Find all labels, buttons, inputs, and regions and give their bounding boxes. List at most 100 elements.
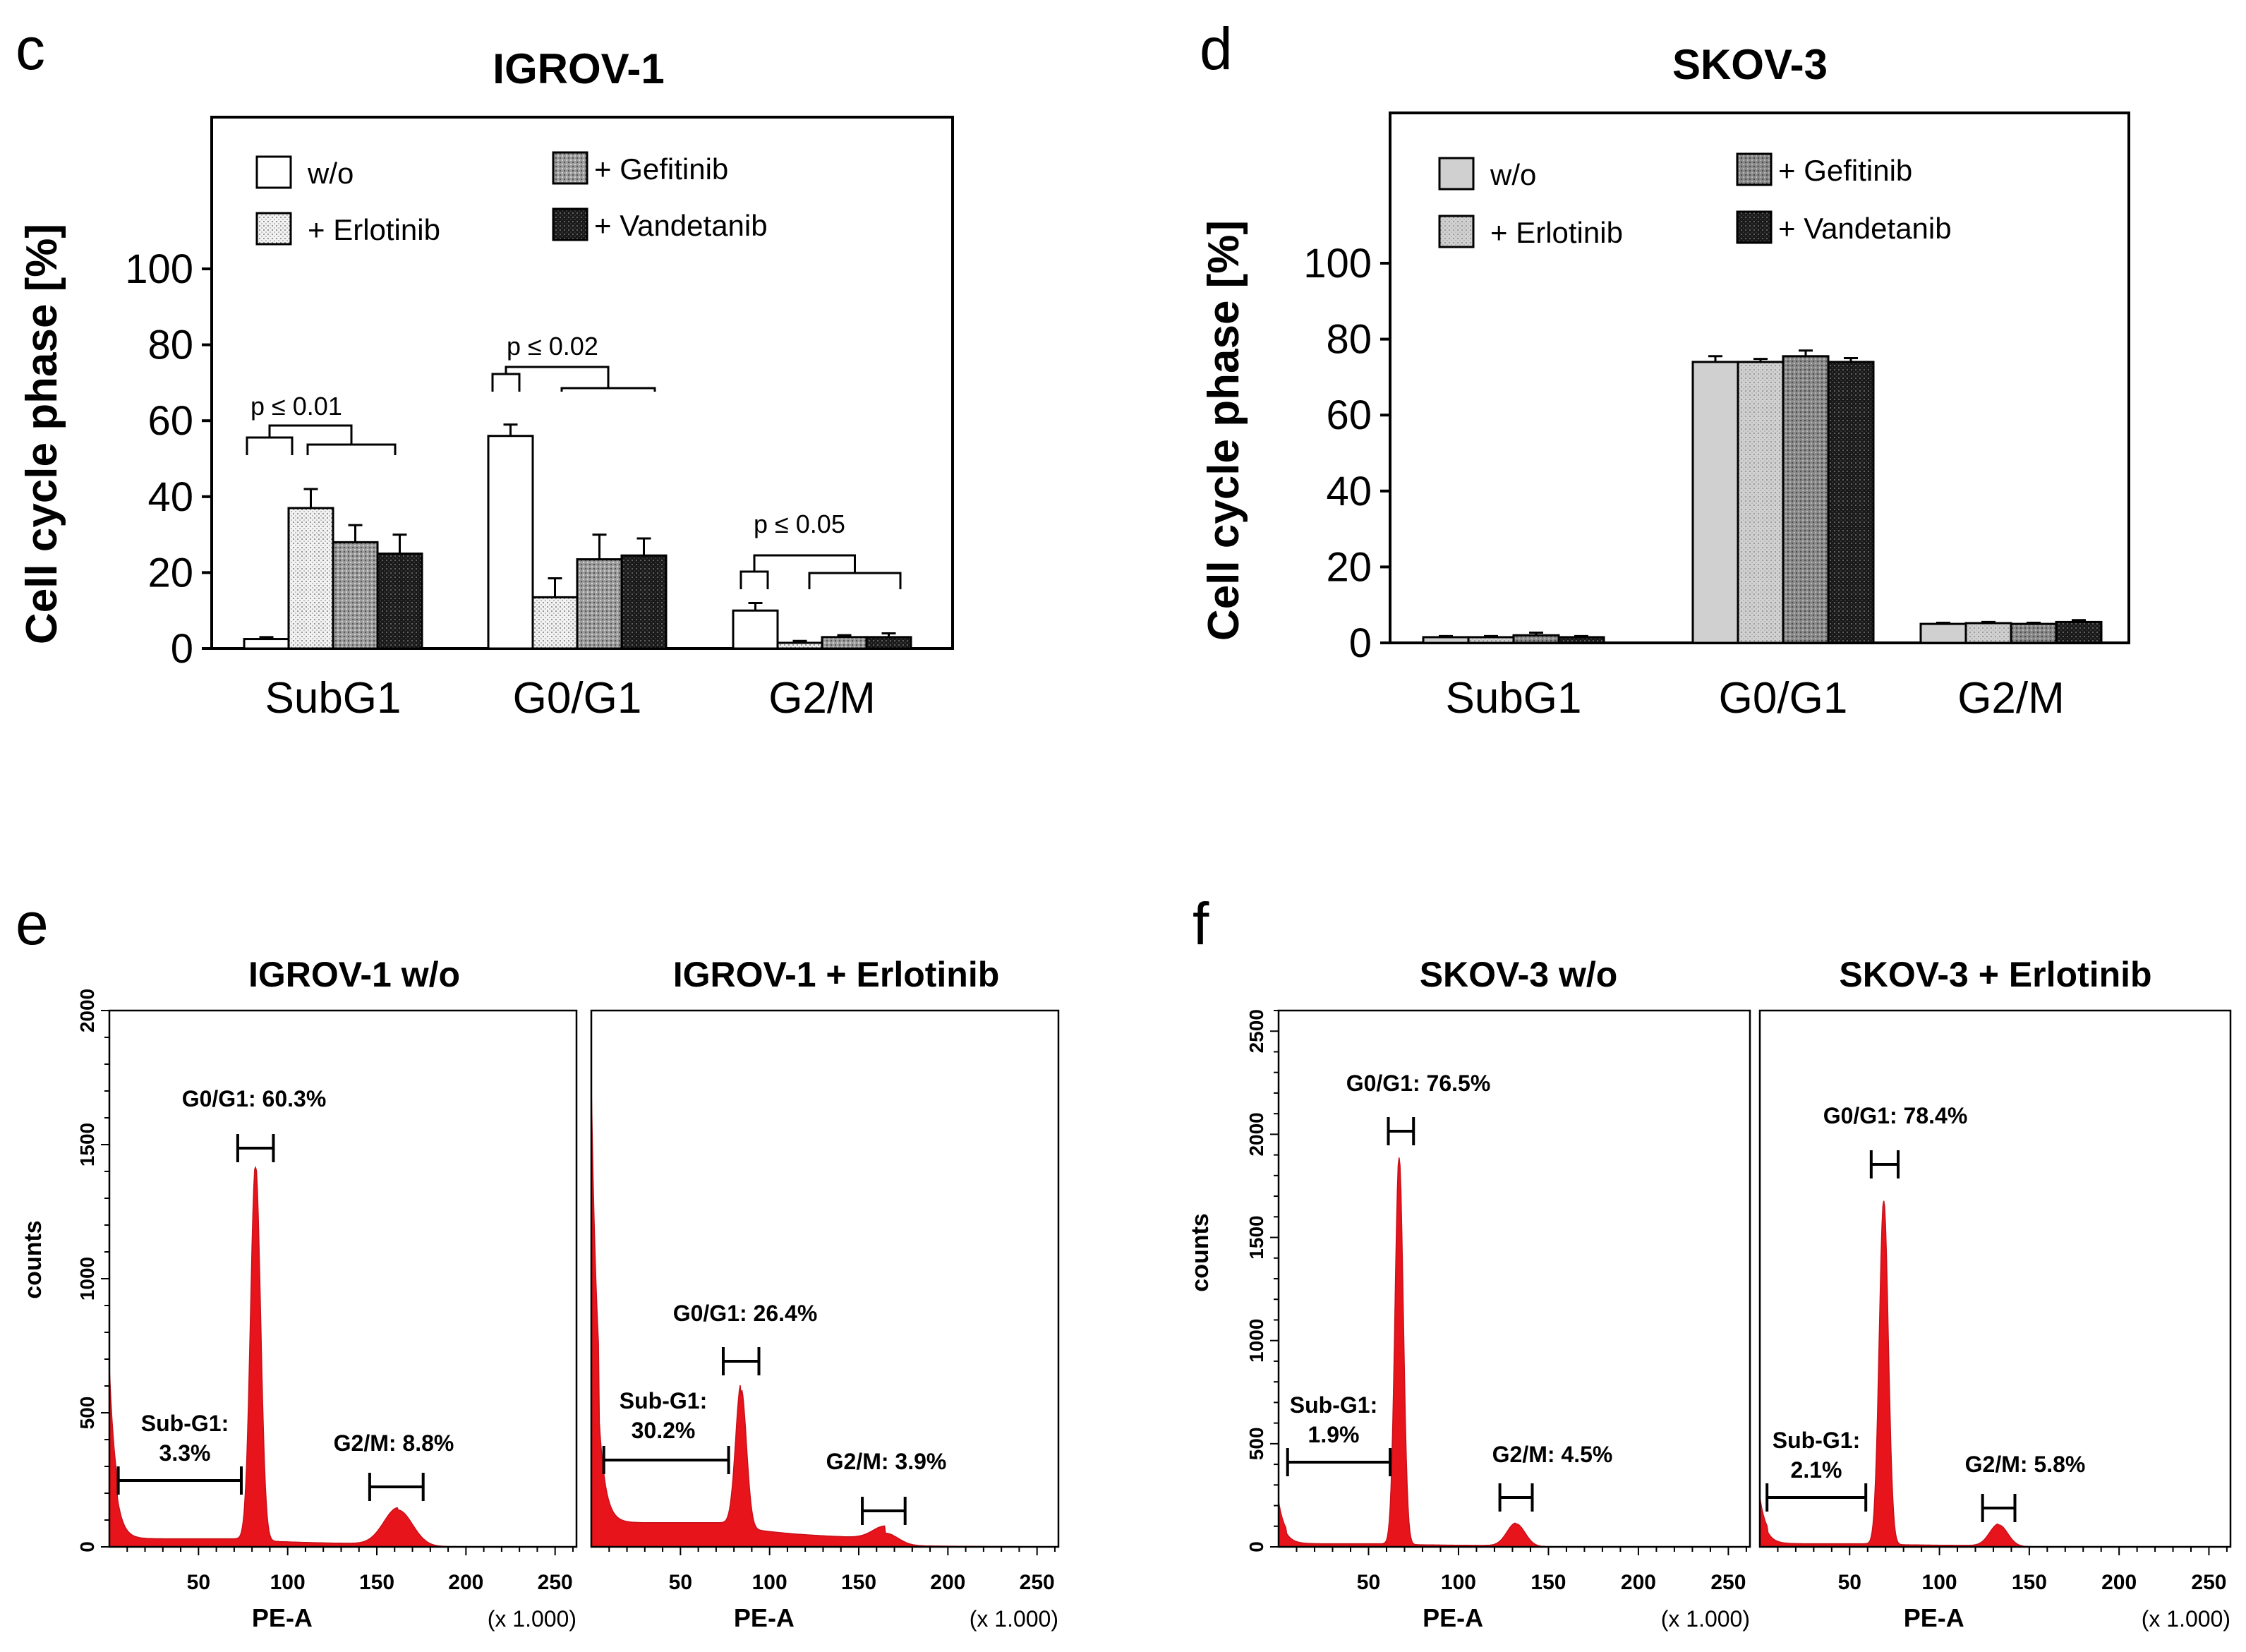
bar-c-subg1-w-o (243, 638, 290, 650)
y-tick-label-c-40: 40 (147, 474, 193, 520)
bar-d-g0-g1-gefitinib (1782, 355, 1830, 644)
category-label-d-g0-g1: G0/G1 (1719, 674, 1848, 723)
gate-label-e1-0-0: Sub-G1: (141, 1411, 229, 1436)
gate-label-f1-2-0: G2/M: 4.5% (1492, 1442, 1613, 1467)
y-tick-label-f1-1000: 1000 (1245, 1319, 1267, 1363)
x-tick-label-e2-150: 150 (841, 1571, 876, 1594)
gate-label-f2-2-0: G2/M: 5.8% (1965, 1452, 2086, 1477)
bracket-right-2 (808, 572, 902, 589)
y-axis-label-d: Cell cycle phase [%] (1200, 220, 1248, 641)
x-tick-label-e1-100: 100 (270, 1571, 306, 1594)
legend-swatch-d-w-o (1438, 157, 1475, 191)
histogram-f1: 50 100 150 200 250 PE-A (x 1.000) 0 500 1000 1500 2… (1245, 1009, 1751, 1632)
gate-label-e2-0-1: 30.2% (632, 1418, 696, 1443)
x-axis-label-e1: PE-A (252, 1603, 313, 1632)
bracket-left-0 (246, 436, 294, 455)
category-label-c-g2-m: G2/M (768, 674, 876, 723)
y-tick-label-e1-1000: 1000 (76, 1257, 98, 1301)
histogram-frame-e2 (590, 1009, 1060, 1548)
gate-label-f1-0-1: 1.9% (1308, 1422, 1360, 1447)
legend-label-d-vandetanib: + Vandetanib (1778, 212, 1952, 245)
legend-label-d-w-o: w/o (1490, 158, 1536, 191)
x-axis-scale-e1: (x 1.000) (488, 1606, 576, 1632)
x-tick-label-e1-200: 200 (448, 1571, 483, 1594)
bracket-left-2 (739, 570, 769, 589)
legend-swatch-d-gefitinib (1736, 152, 1773, 186)
x-tick-label-f2-200: 200 (2101, 1571, 2137, 1594)
gate-label-e2-2-0: G2/M: 3.9% (826, 1449, 947, 1474)
legend-swatch-c-gefitinib (552, 151, 588, 185)
y-tick-label-f1-500: 500 (1245, 1427, 1267, 1460)
gate-label-e1-2-0: G2/M: 8.8% (334, 1430, 454, 1456)
p-value-annotation-1: p ≤ 0.02 (507, 332, 598, 361)
histogram-title-f2: SKOV-3 + Erlotinib (1839, 955, 2151, 994)
bar-c-g2-m-w-o (732, 609, 779, 650)
bar-c-subg1-gefitinib (332, 541, 379, 650)
y-axis-label-e: counts (20, 1220, 47, 1298)
p-value-annotation-2: p ≤ 0.05 (754, 510, 845, 538)
histogram-title-f1: SKOV-3 w/o (1420, 955, 1618, 994)
y-tick-label-f1-2000: 2000 (1245, 1112, 1267, 1156)
y-tick-label-e1-0: 0 (76, 1541, 98, 1552)
category-label-d-g2-m: G2/M (1957, 674, 2065, 723)
y-tick-label-c-20: 20 (147, 550, 193, 596)
bracket-top-0 (268, 424, 353, 445)
legend-label-c-w-o: w/o (307, 157, 354, 190)
x-tick-label-e1-150: 150 (359, 1571, 394, 1594)
gate-label-f2-0-1: 2.1% (1791, 1457, 1842, 1483)
x-axis-label-f1: PE-A (1423, 1603, 1483, 1632)
legend-swatch-d-vandetanib (1736, 210, 1773, 244)
category-label-d-subg1: SubG1 (1445, 674, 1581, 723)
y-tick-label-d-0: 0 (1349, 620, 1372, 666)
bar-d-subg1-gefitinib (1512, 634, 1560, 644)
bar-c-g0-g1-erlotinib (531, 596, 579, 650)
x-tick-label-e1-50: 50 (187, 1571, 210, 1594)
x-axis-scale-f1: (x 1.000) (1661, 1606, 1750, 1632)
x-tick-label-f2-250: 250 (2191, 1571, 2226, 1594)
gate-label-f2-0-0: Sub-G1: (1773, 1428, 1860, 1453)
bar-d-g0-g1-w-o (1691, 361, 1739, 644)
histogram-area-e1 (109, 1166, 577, 1548)
gate-label-e2-0-0: Sub-G1: (620, 1388, 707, 1413)
gate-label-e1-0-1: 3.3% (159, 1440, 211, 1466)
bar-d-g2-m-vandetanib (2055, 620, 2103, 644)
x-tick-label-f1-200: 200 (1621, 1571, 1656, 1594)
histogram-frame-e1 (108, 1009, 578, 1548)
y-tick-label-c-0: 0 (171, 626, 193, 672)
bar-c-g0-g1-gefitinib (576, 558, 623, 650)
bar-d-g2-m-w-o (1919, 622, 1967, 644)
panel-c: c IGROV-1 Cell cycle phase [%] 0 20 40 60 80… (16, 16, 954, 723)
x-tick-label-f2-100: 100 (1922, 1571, 1957, 1594)
histogram-e1: 50 100 150 200 250 PE-A (x 1.000) 0 500 1000 1500 2… (76, 989, 578, 1632)
gate-label-e2-1-0: G0/G1: 26.4% (673, 1301, 818, 1326)
plot-area-d: 0 20 40 60 80 100 SubG1 G0/G1 G2/M w/o + Erlotinib… (1303, 111, 2130, 723)
legend-swatch-c-vandetanib (552, 207, 588, 241)
legend-label-c-erlotinib: + Erlotinib (308, 213, 440, 246)
bar-d-g0-g1-erlotinib (1737, 361, 1785, 644)
x-tick-label-e1-250: 250 (538, 1571, 573, 1594)
x-axis-label-f2: PE-A (1904, 1603, 1964, 1632)
panel-letter-c: c (16, 16, 45, 82)
bar-c-g0-g1-w-o (487, 435, 534, 650)
bracket-top-1 (505, 366, 610, 388)
bracket-right-0 (306, 443, 397, 455)
x-tick-label-e2-250: 250 (1020, 1571, 1055, 1594)
x-tick-label-f1-250: 250 (1710, 1571, 1746, 1594)
plot-area-c: 0 20 40 60 80 100 SubG1 G0/G1 G2/M w/o + Erlotinib… (125, 116, 954, 723)
bar-d-subg1-w-o (1422, 636, 1470, 644)
histogram-f2: 50 100 150 200 250 PE-A (x 1.000) Sub-G1: 2.1% G0… (1758, 1009, 2232, 1632)
y-tick-label-d-60: 60 (1326, 392, 1372, 438)
x-axis-scale-f2: (x 1.000) (2142, 1606, 2230, 1632)
bar-d-g2-m-erlotinib (1964, 622, 2012, 644)
gate-label-f2-1-0: G0/G1: 78.4% (1823, 1103, 1968, 1128)
bar-d-g2-m-gefitinib (2010, 622, 2058, 644)
y-tick-label-f1-2500: 2500 (1245, 1009, 1267, 1053)
y-tick-label-c-100: 100 (125, 246, 193, 292)
y-tick-label-c-60: 60 (147, 398, 193, 444)
legend-swatch-c-erlotinib (255, 212, 292, 246)
y-tick-label-d-100: 100 (1303, 241, 1372, 287)
y-axis-label-c: Cell cycle phase [%] (18, 224, 66, 644)
bar-d-subg1-erlotinib (1467, 636, 1515, 644)
y-tick-label-c-80: 80 (147, 322, 193, 368)
